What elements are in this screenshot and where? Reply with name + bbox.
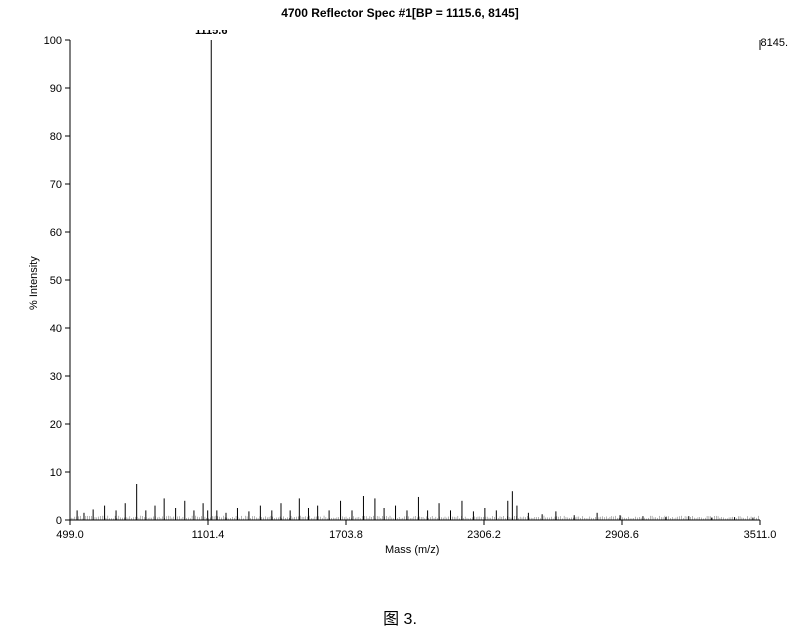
svg-text:100: 100 [44,35,62,47]
spectrum-figure: { "title": "4700 Reflector Spec #1[BP = … [0,0,800,641]
svg-text:40: 40 [50,323,62,335]
svg-text:3511.0: 3511.0 [744,529,777,541]
svg-text:50: 50 [50,275,62,287]
spectrum-plot: 0 10 20 30 40 50 60 70 80 90 100 499.0 1101.4 1703.8 2… [20,30,790,560]
svg-text:10: 10 [50,467,62,479]
svg-text:499.0: 499.0 [56,529,84,541]
svg-text:2908.6: 2908.6 [605,529,639,541]
svg-text:70: 70 [50,179,62,191]
figure-caption: 图 3. [0,605,800,629]
y-axis-label: % Intensity [28,256,40,310]
svg-text:0: 0 [56,515,62,527]
svg-text:1101.4: 1101.4 [192,529,225,541]
svg-text:8145.: 8145. [760,37,788,49]
svg-text:80: 80 [50,131,62,143]
x-axis-label: Mass (m/z) [385,544,439,556]
svg-text:60: 60 [50,227,62,239]
svg-text:1703.8: 1703.8 [329,529,363,541]
chart-area: 0 10 20 30 40 50 60 70 80 90 100 499.0 1101.4 1703.8 2… [20,30,790,560]
svg-text:30: 30 [50,371,62,383]
svg-text:20: 20 [50,419,62,431]
svg-text:90: 90 [50,83,62,95]
svg-text:1115.6: 1115.6 [195,30,227,37]
chart-title: 4700 Reflector Spec #1[BP = 1115.6, 8145… [0,6,800,20]
svg-text:2306.2: 2306.2 [467,529,501,541]
